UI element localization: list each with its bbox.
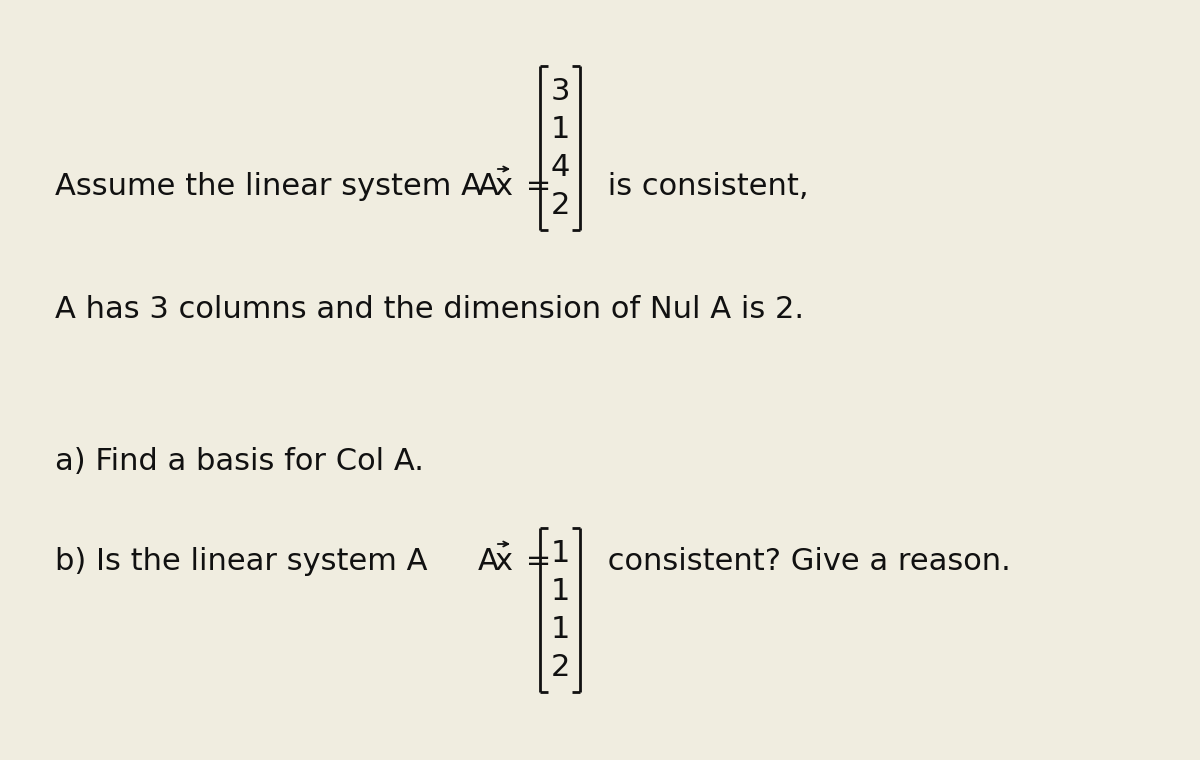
Text: A: A [478,547,499,576]
Text: 2: 2 [551,191,570,220]
Text: x: x [494,172,512,201]
Text: 1: 1 [551,115,570,144]
Text: A has 3 columns and the dimension of Nul A is 2.: A has 3 columns and the dimension of Nul… [55,295,804,324]
Text: 1: 1 [551,539,570,568]
Text: consistent? Give a reason.: consistent? Give a reason. [598,547,1010,576]
Text: 4: 4 [551,153,570,182]
Text: is consistent,: is consistent, [598,172,809,201]
Text: A: A [478,172,499,201]
Text: b) Is the linear system A: b) Is the linear system A [55,547,427,576]
Text: a) Find a basis for Col A.: a) Find a basis for Col A. [55,447,424,476]
Text: x: x [494,547,512,576]
Text: Assume the linear system A: Assume the linear system A [55,172,482,201]
Text: 1: 1 [551,577,570,606]
Text: 2: 2 [551,653,570,682]
Text: =: = [516,547,562,576]
Text: 3: 3 [551,77,570,106]
Text: 1: 1 [551,615,570,644]
Text: =: = [516,172,562,201]
